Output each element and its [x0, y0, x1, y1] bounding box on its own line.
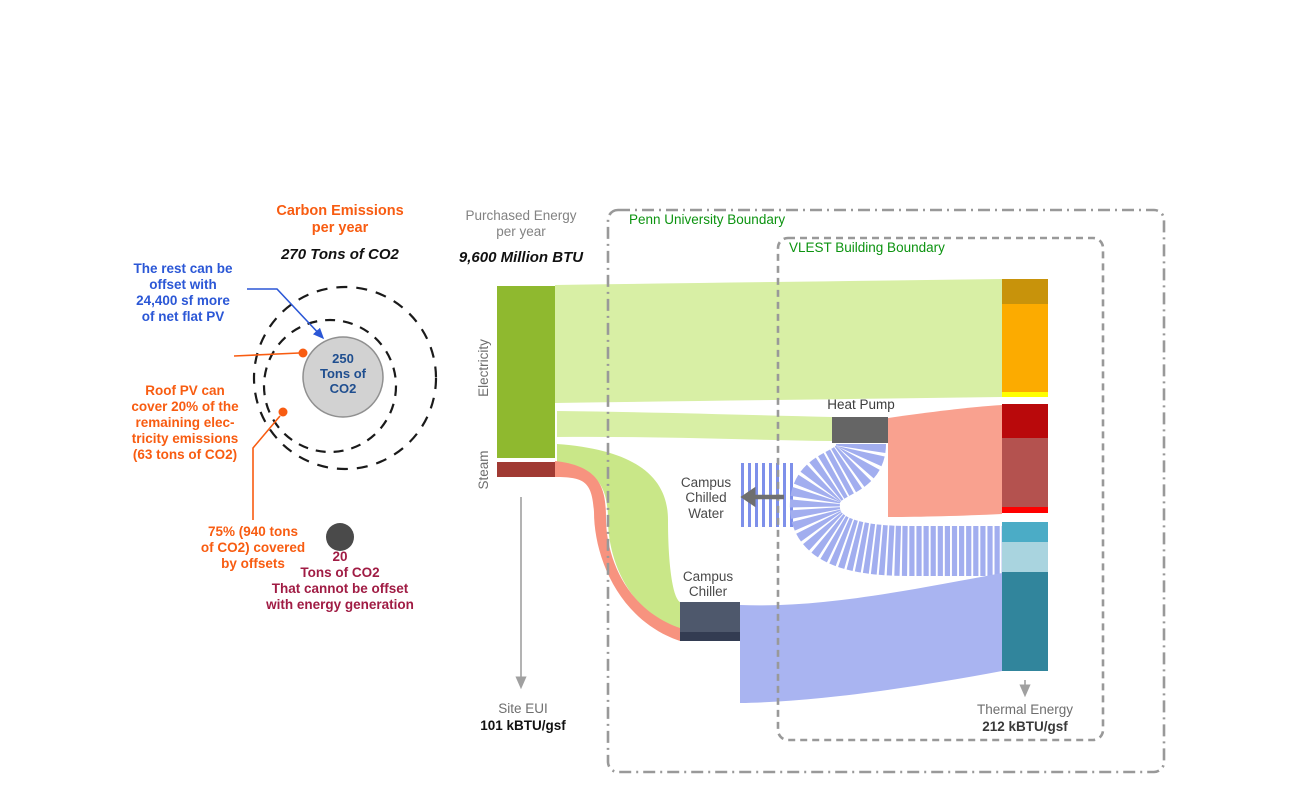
campus-chiller-box-lower	[680, 632, 740, 641]
orange-connector-roof-pv	[233, 352, 300, 357]
orange-dot-roof-pv	[298, 348, 308, 358]
flow-heatpump-heat-output	[888, 405, 1002, 517]
flow-chiller-to-cooling	[740, 573, 1002, 703]
heat-pump-label: Heat Pump	[827, 397, 895, 412]
co2-250-circle	[302, 336, 384, 418]
inner-offset-circle	[262, 318, 398, 454]
heat-pump-box	[832, 417, 888, 443]
cannot-offset-note: 20 Tons of CO2 That cannot be offset wit…	[266, 549, 414, 612]
flow-chilled-water-loop	[789, 441, 1004, 576]
thermal-energy-value: 212 kBTU/gsf	[982, 719, 1068, 734]
flow-electricity-to-heatpump	[557, 411, 832, 441]
flow-steam-to-chiller	[555, 461, 680, 641]
thermal-energy-title: Thermal Energy	[976, 702, 1074, 717]
orange-connector-offsets	[252, 415, 281, 520]
co2-20-dot	[326, 523, 354, 551]
roof-pv-note: Roof PV can cover 20% of the remaining e…	[131, 383, 239, 462]
campus-chiller-box	[680, 602, 740, 632]
steam-bar	[497, 462, 555, 477]
campus-chilled-water-label: Campus Chilled Water	[680, 475, 732, 521]
purchased-energy-value: 9,600 Million BTU	[458, 249, 584, 266]
penn-boundary-box	[606, 208, 1166, 774]
offsets-note: 75% (940 tons of CO2) covered by offsets	[200, 524, 306, 571]
steam-node-label: Steam	[476, 450, 491, 490]
orange-dot-offsets	[278, 407, 288, 417]
co2-250-label: 250 Tons of CO2	[320, 351, 366, 397]
rest-offset-note: The rest can be offset with 24,400 sf mo…	[133, 261, 233, 324]
carbon-emissions-title: Carbon Emissions per year	[276, 203, 404, 237]
flow-electricity-to-chiller	[557, 444, 680, 630]
thermal-output-bars	[1002, 279, 1048, 671]
electricity-node-label: Electricity	[476, 339, 491, 397]
outer-offset-circle	[252, 285, 438, 471]
site-eui-title: Site EUI	[498, 701, 548, 716]
carbon-emissions-value: 270 Tons of CO2	[281, 246, 399, 263]
purchased-energy-title: Purchased Energy per year	[465, 208, 577, 239]
blue-connector-line	[247, 288, 325, 340]
site-eui-value: 101 kBTU/gsf	[480, 718, 566, 733]
electricity-bar	[497, 286, 555, 458]
vlest-boundary-label: VLEST Building Boundary	[789, 240, 945, 255]
campus-chiller-label: Campus Chiller	[682, 569, 734, 600]
penn-boundary-label: Penn University Boundary	[629, 212, 786, 227]
